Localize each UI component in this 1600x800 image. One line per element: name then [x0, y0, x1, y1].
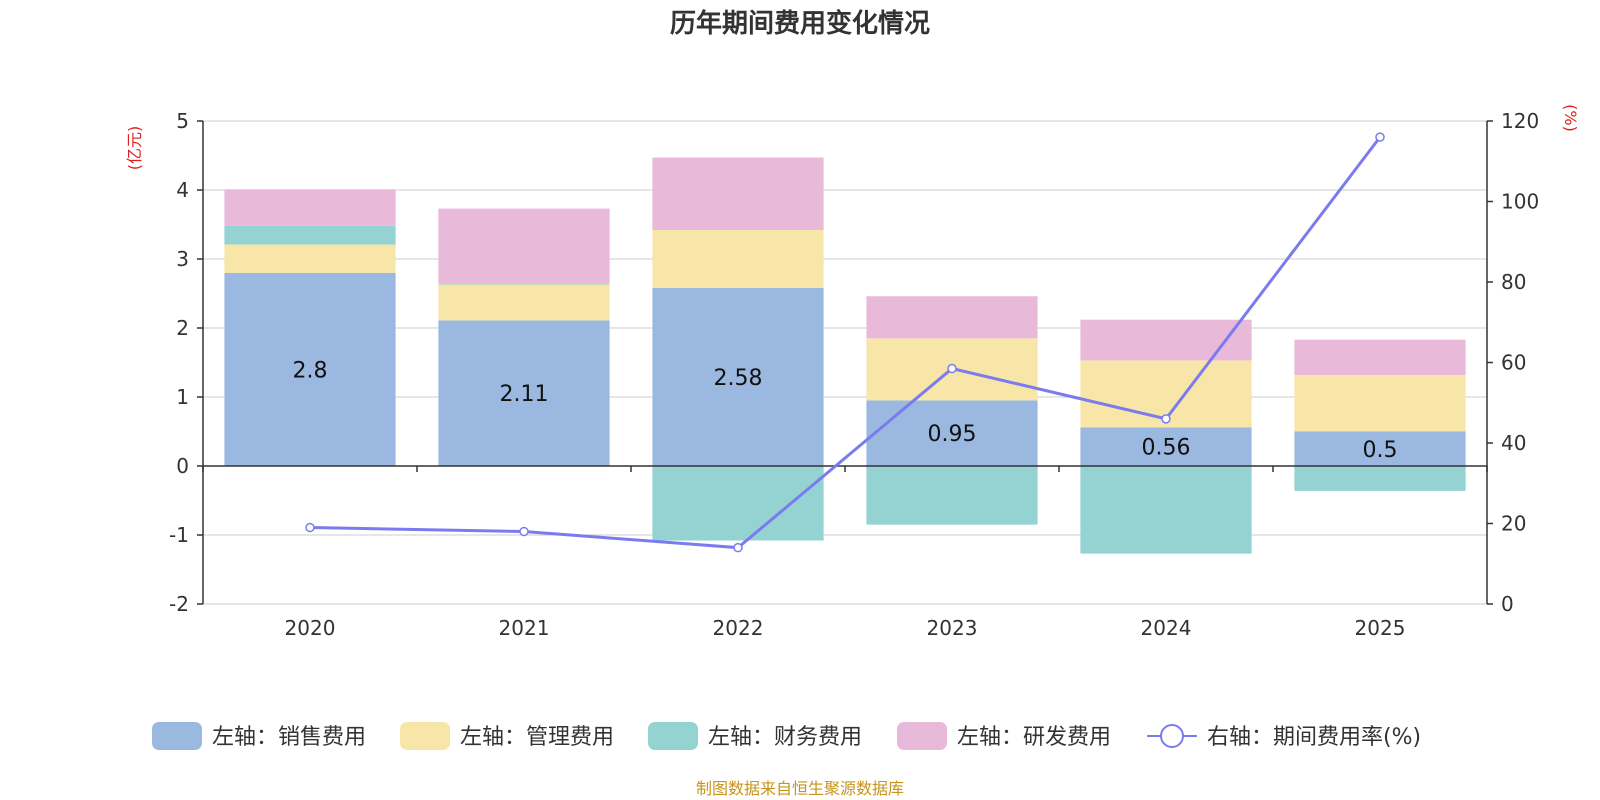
rate-point	[1375, 132, 1385, 142]
right-axis-tick-label: 60	[1501, 351, 1526, 375]
bar-segment	[866, 400, 1038, 466]
right-axis-tick-label: 20	[1501, 512, 1526, 536]
rate-line-group	[305, 132, 1385, 553]
x-axis-tick-label: 2024	[1141, 616, 1192, 640]
legend-label: 左轴：管理费用	[460, 725, 614, 750]
left-axis-tick-label: 5	[176, 109, 189, 133]
bar-segment	[438, 320, 610, 466]
bar-segment	[224, 189, 396, 226]
left-axis-tick-label: 0	[176, 454, 189, 478]
x-axis-tick-label: 2020	[285, 616, 336, 640]
chart-title: 历年期间费用变化情况	[670, 8, 930, 39]
bar-data-label: 2.8	[293, 358, 328, 383]
legend-marker	[1160, 724, 1184, 748]
bar-data-label: 0.95	[928, 422, 977, 447]
bar-segment	[438, 208, 610, 284]
bar-segment	[652, 157, 824, 231]
bar-data-label: 2.11	[500, 382, 549, 407]
legend-label: 左轴：研发费用	[957, 725, 1111, 750]
bar-segment	[1294, 339, 1466, 375]
right-axis-tick-label: 40	[1501, 431, 1526, 455]
bar-data-label: 0.56	[1142, 436, 1191, 461]
legend: 左轴：销售费用 左轴：管理费用 左轴：财务费用 左轴：研发费用 右轴：期间费用率(%)	[152, 722, 1421, 750]
x-axis-labels: 2020 2021 2022 2023 2024 2025	[285, 616, 1406, 640]
legend-swatch	[648, 722, 698, 750]
legend-label: 右轴：期间费用率(%)	[1207, 725, 1421, 750]
bar-segment	[1294, 374, 1466, 432]
bar-segment	[866, 296, 1038, 339]
left-axis-tick-label: 4	[176, 178, 189, 202]
bar-segment	[652, 230, 824, 288]
bar-segment	[438, 284, 610, 321]
bar-segment	[438, 283, 610, 285]
x-axis-tick-label: 2022	[713, 616, 764, 640]
left-axis-tick-label: 3	[176, 247, 189, 271]
bar-data-label: 0.5	[1363, 438, 1398, 463]
rate-point	[1161, 414, 1171, 424]
x-axis-tick-label: 2021	[499, 616, 550, 640]
x-axis-tick-label: 2025	[1355, 616, 1406, 640]
legend-swatch	[897, 722, 947, 750]
bar-segment	[652, 466, 824, 541]
rate-point	[733, 542, 743, 553]
rate-point	[947, 363, 957, 374]
bar-series-group	[224, 157, 1466, 554]
right-axis-unit: (%)	[1561, 104, 1580, 132]
x-axis-tick-label: 2023	[927, 616, 978, 640]
bar-segment	[1294, 466, 1466, 491]
rate-point	[305, 522, 315, 533]
gridlines	[203, 120, 1487, 605]
legend-label: 左轴：财务费用	[708, 725, 862, 750]
left-axis-tick-label: -2	[169, 592, 189, 616]
right-axis-tick-label: 0	[1501, 592, 1514, 616]
bar-segment	[866, 466, 1038, 525]
bar-segment	[1080, 466, 1252, 554]
bar-labels: 2.8 2.11 2.58 0.95 0.56 0.5	[293, 358, 1398, 462]
rate-point	[519, 526, 529, 537]
bar-segment	[1080, 319, 1252, 361]
right-axis: 0 20 40 60 80 100 120	[1486, 109, 1539, 616]
x-axis	[202, 465, 1488, 472]
bar-segment	[1080, 427, 1252, 466]
bar-segment	[1294, 431, 1466, 466]
data-source-note: 制图数据来自恒生聚源数据库	[696, 779, 904, 798]
right-axis-tick-label: 120	[1501, 109, 1539, 133]
right-axis-tick-label: 100	[1501, 190, 1539, 214]
left-axis-tick-label: -1	[169, 523, 189, 547]
bar-segment	[224, 244, 396, 273]
left-axis-unit: (亿元)	[125, 126, 144, 171]
legend-label: 左轴：销售费用	[212, 725, 366, 750]
left-axis-tick-label: 2	[176, 316, 189, 340]
legend-swatch	[400, 722, 450, 750]
rate-line	[309, 136, 1382, 550]
right-axis-tick-label: 80	[1501, 270, 1526, 294]
bar-data-label: 2.58	[714, 366, 763, 391]
bar-segment	[224, 272, 396, 466]
left-axis-tick-label: 1	[176, 385, 189, 409]
left-axis: -2 -1 0 1 2 3 4 5	[169, 109, 204, 616]
bar-segment	[652, 287, 824, 466]
legend-swatch	[152, 722, 202, 750]
bar-segment	[224, 225, 396, 245]
